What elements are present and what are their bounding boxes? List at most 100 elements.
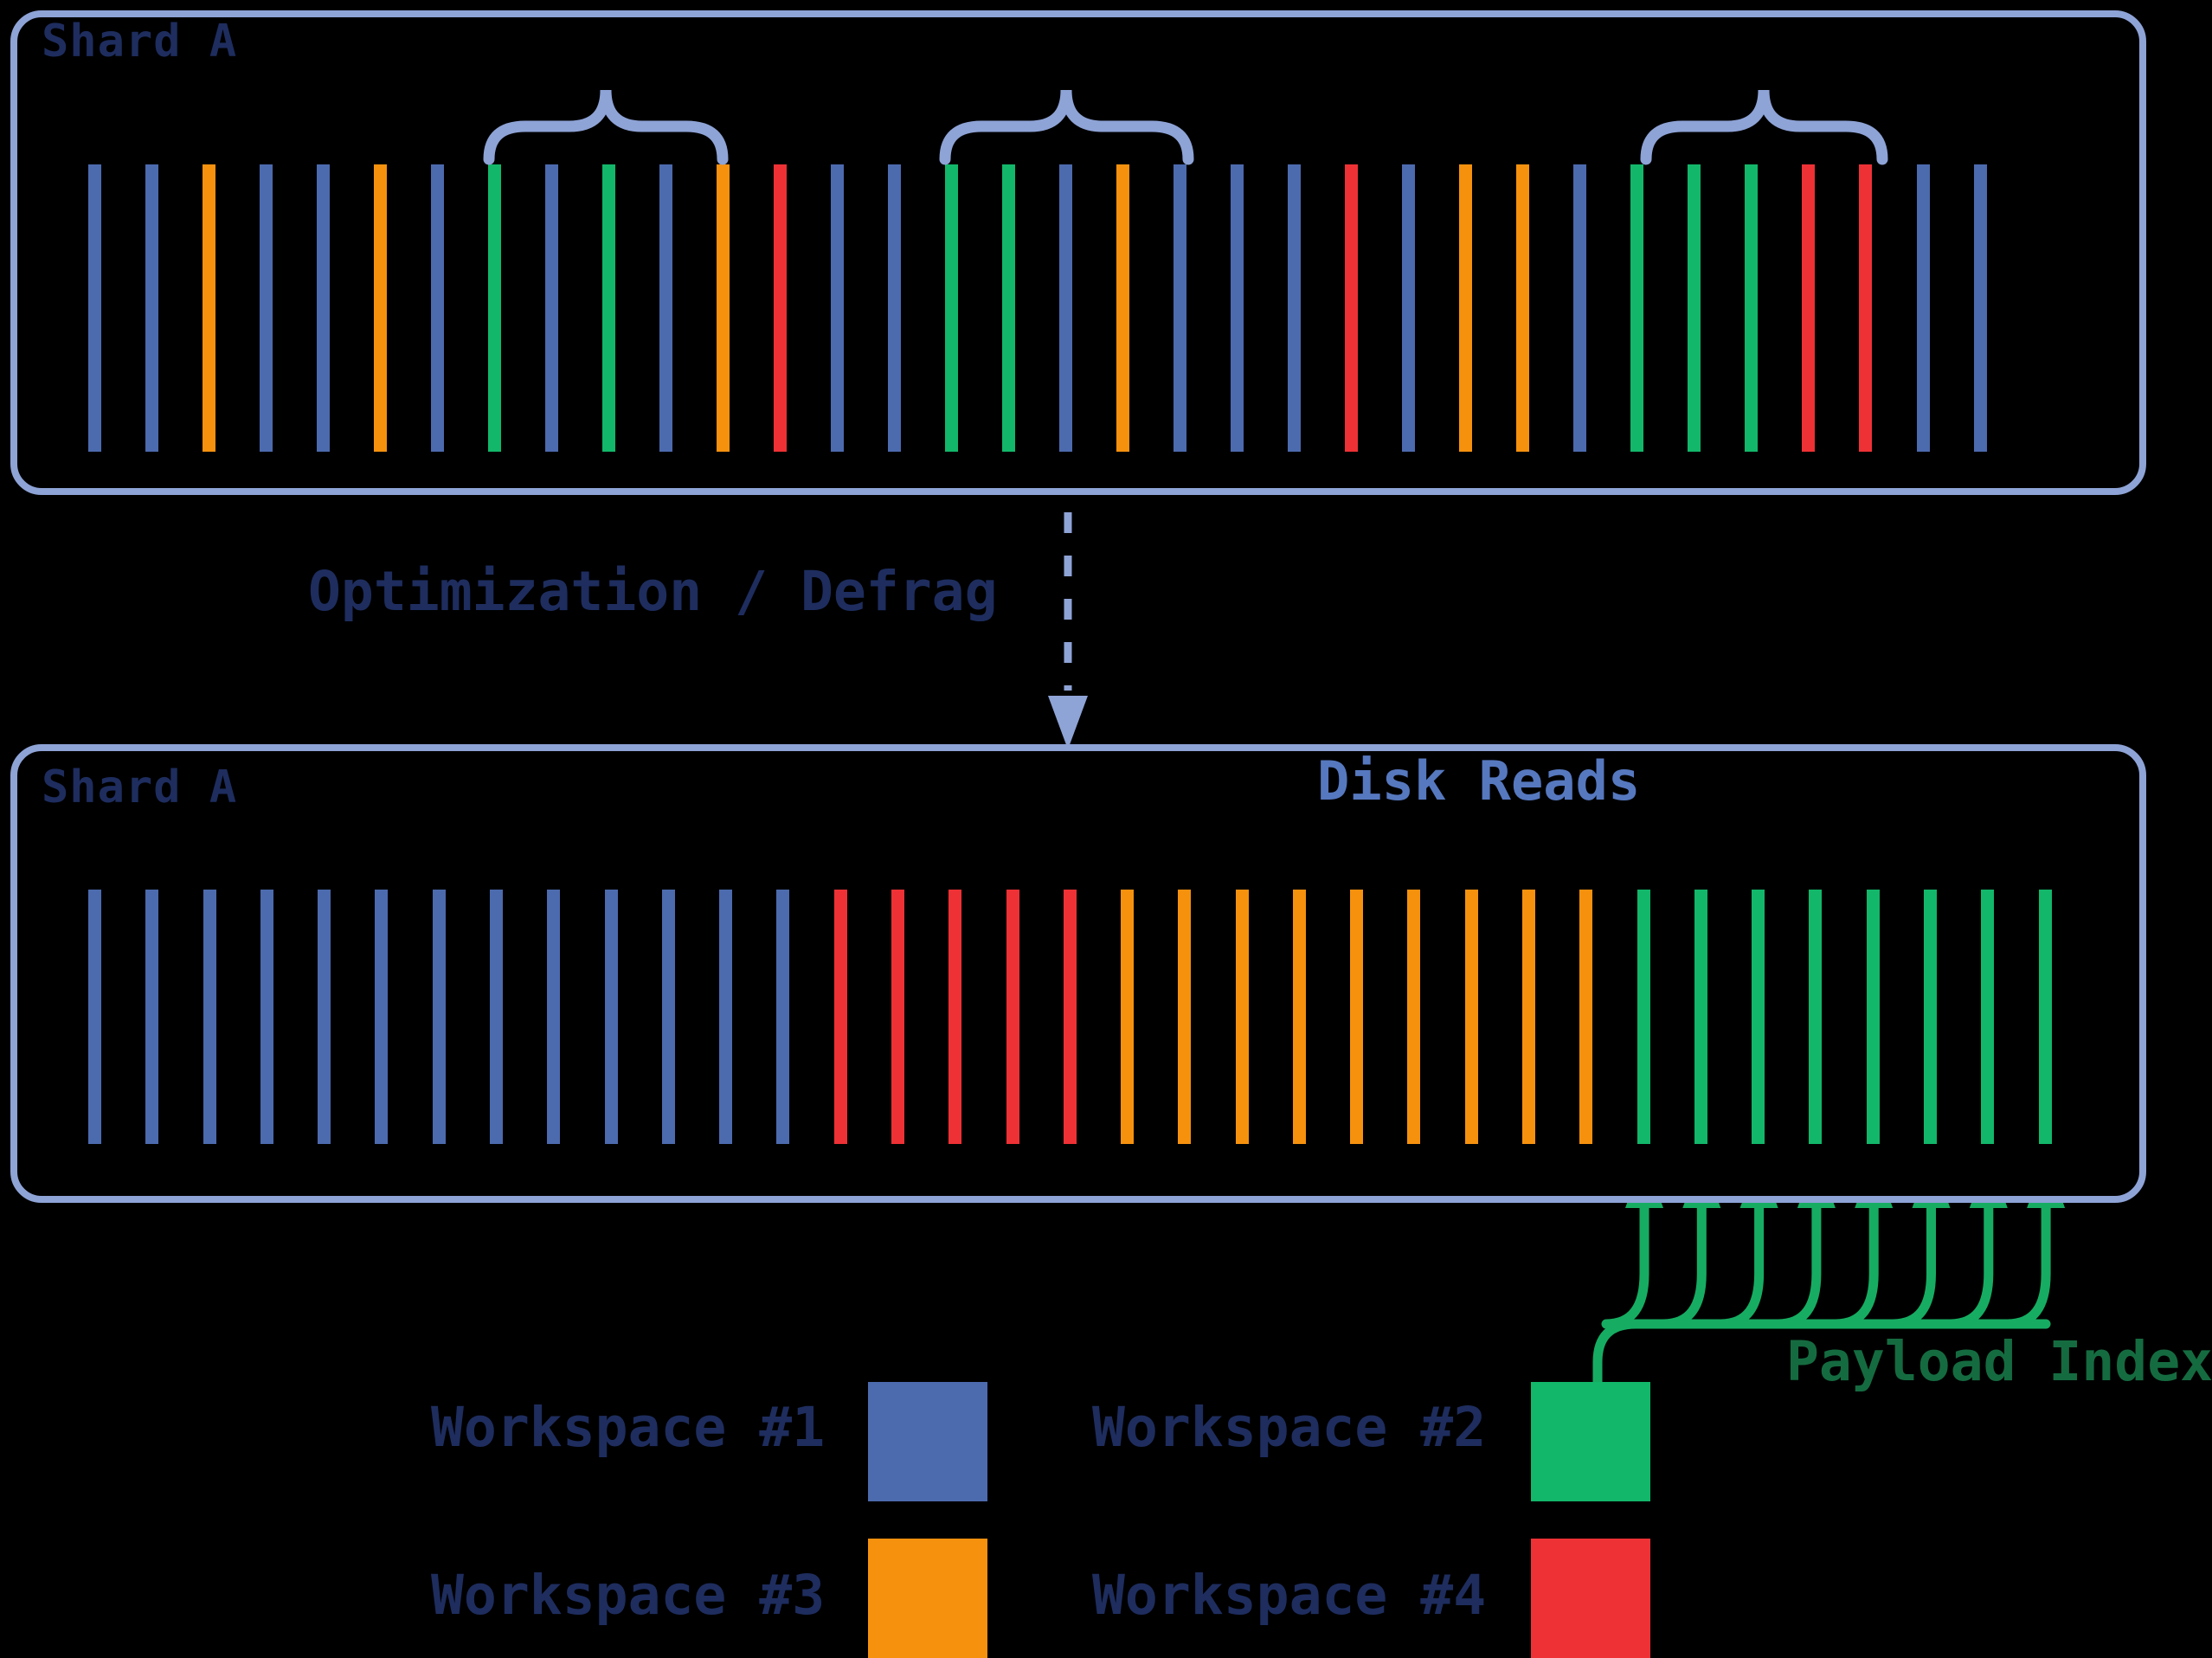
bottom-shard-box: [10, 744, 2146, 1203]
segment-bar-workspace1: [831, 164, 845, 452]
segment-bar-workspace3: [1407, 890, 1421, 1144]
segment-bar-workspace3: [1459, 164, 1473, 452]
segment-bar-workspace1: [776, 890, 790, 1144]
disk-reads-label: Disk Reads: [1317, 749, 1641, 813]
segment-bar-workspace3: [1522, 890, 1536, 1144]
segment-bar-workspace1: [1573, 164, 1587, 452]
segment-bar-workspace1: [260, 164, 273, 452]
segment-bar-workspace1: [547, 890, 561, 1144]
legend-label-workspace-4: Workspace #4: [1092, 1564, 1487, 1627]
legend-label-workspace-3: Workspace #3: [431, 1564, 826, 1627]
segment-bar-workspace3: [1579, 890, 1593, 1144]
optimization-defrag-label: Optimization / Defrag: [308, 560, 998, 623]
legend-swatch-workspace-2: [1531, 1382, 1650, 1501]
payload-arrow-stem: [1773, 1201, 1822, 1329]
segment-bar-workspace2: [488, 164, 502, 452]
segment-bar-workspace2: [1694, 890, 1707, 1144]
segment-bar-workspace1: [888, 164, 902, 452]
segment-bar-workspace1: [203, 890, 216, 1144]
segment-bar-workspace1: [318, 890, 331, 1144]
segment-bar-workspace4: [1345, 164, 1359, 452]
top-shard-title: Shard A: [42, 16, 238, 67]
payload-arrow-stem: [1945, 1201, 1994, 1329]
segment-bar-workspace3: [1116, 164, 1130, 452]
segment-bar-workspace2: [1809, 890, 1823, 1144]
segment-bar-workspace2: [945, 164, 959, 452]
segment-bar-workspace1: [317, 164, 331, 452]
segment-bar-workspace3: [203, 164, 216, 452]
segment-bar-workspace3: [1178, 890, 1192, 1144]
segment-bar-workspace1: [659, 164, 673, 452]
payload-index-label: Payload Index: [1786, 1330, 2212, 1393]
segment-bar-workspace3: [374, 164, 388, 452]
segment-bar-workspace4: [1006, 890, 1019, 1144]
segment-bar-workspace2: [602, 164, 616, 452]
segment-bar-workspace4: [833, 890, 847, 1144]
segment-bar-workspace1: [719, 890, 733, 1144]
segment-bar-workspace1: [1059, 164, 1073, 452]
segment-bar-workspace1: [545, 164, 559, 452]
fragment-brace-1: [483, 89, 729, 165]
top-shard-box: [10, 10, 2146, 495]
segment-bar-workspace1: [489, 890, 503, 1144]
segment-bar-workspace1: [432, 890, 446, 1144]
segment-bar-workspace2: [2038, 890, 2052, 1144]
segment-bar-workspace2: [1981, 890, 1995, 1144]
segment-bar-workspace1: [1231, 164, 1244, 452]
segment-bar-workspace2: [1866, 890, 1880, 1144]
bottom-shard-bars: [88, 890, 2052, 1144]
segment-bar-workspace3: [717, 164, 730, 452]
payload-arrow-stem: [1888, 1201, 1936, 1329]
segment-bar-workspace1: [1402, 164, 1416, 452]
segment-bar-workspace1: [88, 890, 101, 1144]
segment-bar-workspace3: [1464, 890, 1478, 1144]
bottom-shard-title: Shard A: [42, 762, 238, 813]
segment-bar-workspace1: [375, 890, 389, 1144]
segment-bar-workspace2: [1630, 164, 1644, 452]
segment-bar-workspace1: [661, 890, 675, 1144]
segment-bar-workspace4: [774, 164, 788, 452]
segment-bar-workspace4: [1859, 164, 1873, 452]
segment-bar-workspace2: [1636, 890, 1650, 1144]
legend-swatch-workspace-4: [1531, 1539, 1650, 1658]
segment-bar-workspace1: [604, 890, 618, 1144]
segment-bar-workspace1: [431, 164, 445, 452]
segment-bar-workspace4: [948, 890, 962, 1144]
segment-bar-workspace1: [1174, 164, 1187, 452]
top-shard-bars: [88, 164, 1987, 452]
fragment-brace-3: [1640, 89, 1888, 165]
optimization-arrow: [1048, 512, 1088, 749]
payload-index-connector-line: [1592, 1319, 2051, 1390]
segment-bar-workspace3: [1292, 890, 1306, 1144]
segment-bar-workspace1: [1288, 164, 1302, 452]
segment-bar-workspace3: [1516, 164, 1530, 452]
payload-arrow-stem: [1830, 1201, 1879, 1329]
segment-bar-workspace3: [1350, 890, 1364, 1144]
segment-bar-workspace2: [1924, 890, 1937, 1144]
segment-bar-workspace4: [1063, 890, 1077, 1144]
segment-bar-workspace1: [88, 164, 101, 452]
payload-arrow-stem: [2003, 1201, 2051, 1329]
segment-bar-workspace1: [1916, 164, 1930, 452]
segment-bar-workspace2: [1002, 164, 1016, 452]
segment-bar-workspace3: [1121, 890, 1135, 1144]
legend-swatch-workspace-3: [868, 1539, 987, 1658]
segment-bar-workspace3: [1235, 890, 1249, 1144]
payload-arrow-stem: [1716, 1201, 1765, 1329]
segment-bar-workspace1: [145, 164, 159, 452]
segment-bar-workspace1: [1973, 164, 1987, 452]
legend-label-workspace-2: Workspace #2: [1092, 1396, 1487, 1459]
segment-bar-workspace2: [1752, 890, 1765, 1144]
payload-arrow-stem: [1601, 1201, 1649, 1329]
legend-swatch-workspace-1: [868, 1382, 987, 1501]
optimization-arrowhead-icon: [1048, 696, 1088, 749]
segment-bar-workspace2: [1745, 164, 1759, 452]
segment-bar-workspace1: [145, 890, 159, 1144]
segment-bar-workspace4: [1802, 164, 1816, 452]
payload-arrow-stem: [1658, 1201, 1707, 1329]
fragment-brace-2: [939, 89, 1194, 165]
legend-label-workspace-1: Workspace #1: [431, 1396, 826, 1459]
segment-bar-workspace2: [1688, 164, 1701, 452]
segment-bar-workspace1: [260, 890, 273, 1144]
segment-bar-workspace4: [891, 890, 904, 1144]
